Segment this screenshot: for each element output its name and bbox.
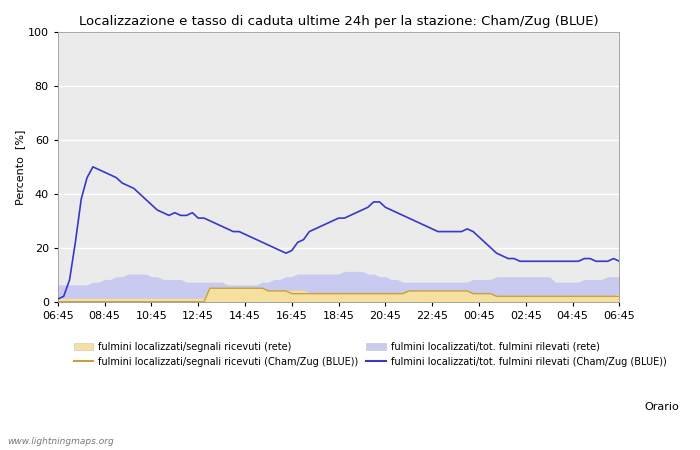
Text: Orario: Orario [644, 402, 679, 412]
Text: www.lightningmaps.org: www.lightningmaps.org [7, 436, 113, 446]
Y-axis label: Percento  [%]: Percento [%] [15, 129, 25, 205]
Legend: fulmini localizzati/segnali ricevuti (rete), fulmini localizzati/segnali ricevut: fulmini localizzati/segnali ricevuti (re… [74, 342, 666, 367]
Title: Localizzazione e tasso di caduta ultime 24h per la stazione: Cham/Zug (BLUE): Localizzazione e tasso di caduta ultime … [79, 15, 598, 28]
